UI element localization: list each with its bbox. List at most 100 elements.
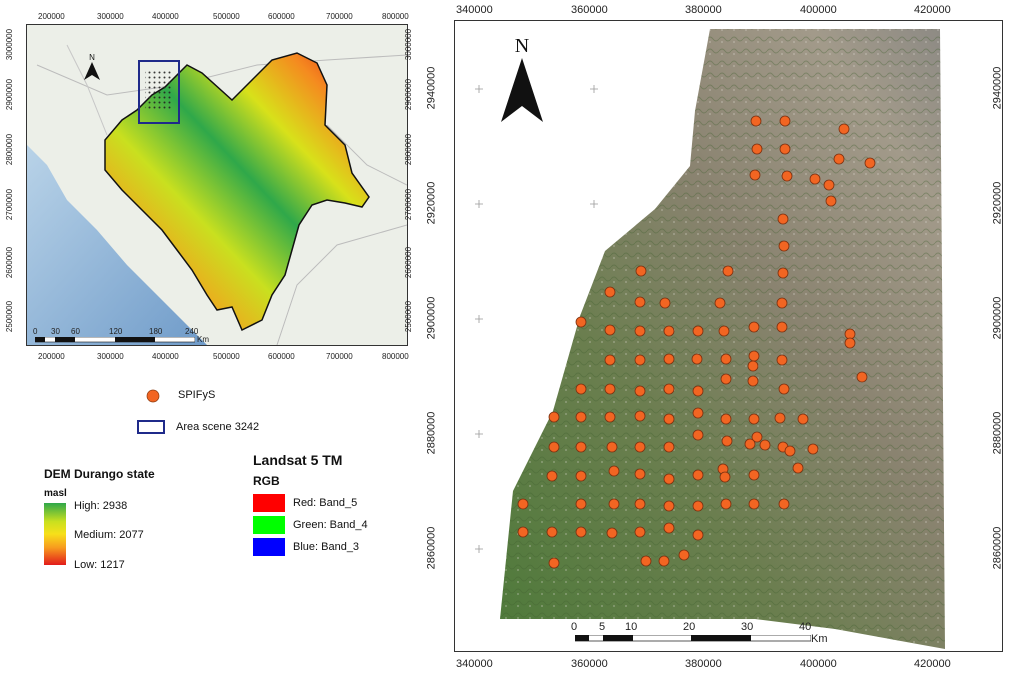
spifys-point [604,324,616,336]
spifys-point [864,157,876,169]
overview-scalebar: 0 30 60 120 180 240 Km [33,325,209,344]
spifys-point [718,325,730,337]
legend-point-label: SPIFyS [178,389,216,401]
spifys-point [750,115,762,127]
spifys-point [692,500,704,512]
dem-title: DEM Durango state [44,467,155,481]
spifys-point [604,383,616,395]
spifys-point [634,441,646,453]
spifys-point [575,411,587,423]
scene-north-arrow: N [497,35,547,135]
tick: 2600000 [5,246,15,279]
dem-unit: masl [44,488,67,499]
tick: 420000 [914,4,951,16]
tick: 800000 [382,352,409,361]
spifys-point [844,328,856,340]
spifys-point [606,441,618,453]
spifys-point [749,169,761,181]
spifys-point [575,470,587,482]
spifys-point [634,385,646,397]
spifys-point [748,350,760,362]
spifys-point [575,383,587,395]
scalebar-label-4: 180 [149,327,163,336]
north-arrow-icon [501,58,543,122]
spifys-point [784,445,796,457]
spifys-point [748,321,760,333]
overview-map: N 0 30 60 120 180 240 Km [26,24,408,346]
spifys-point [692,325,704,337]
tick: 3000000 [404,28,414,61]
legend-point [146,389,160,408]
scalebar-label-1: 5 [599,621,606,633]
tick: 2500000 [404,300,414,333]
spifys-point [634,498,646,510]
spifys-point [778,383,790,395]
spifys-point [663,413,675,425]
tick: 400000 [800,658,837,670]
spifys-point [663,522,675,534]
area-scene-rect [138,60,180,124]
tick: 2880000 [991,411,1004,455]
spifys-point [856,371,868,383]
spifys-point [634,410,646,422]
tick: 2700000 [404,188,414,221]
band-blue-label: Blue: Band_3 [293,541,360,553]
tick: 3000000 [5,28,15,61]
scalebar-label-0: 0 [571,621,578,633]
scalebar-label-2: 60 [71,327,80,336]
landsat-title: Landsat 5 TM [253,452,343,468]
scalebar-label-0: 0 [33,327,38,336]
tick: 2860000 [425,526,438,570]
tick: 2600000 [404,246,414,279]
dem-medium: Medium: 2077 [74,529,144,541]
spifys-point [548,557,560,569]
tick: 2900000 [425,296,438,340]
tick: 2500000 [5,300,15,333]
spifys-point [548,441,560,453]
spifys-point [747,360,759,372]
scalebar-label-2: 10 [625,621,638,633]
band-green-label: Green: Band_4 [293,519,368,531]
spifys-point [604,354,616,366]
spifys-point [825,195,837,207]
tick: 2920000 [991,181,1004,225]
tick: 340000 [456,658,493,670]
tick: 2880000 [425,411,438,455]
tick: 2920000 [425,181,438,225]
tick: 2800000 [5,133,15,166]
tick: 360000 [571,4,608,16]
tick: 400000 [800,4,837,16]
spifys-point [720,373,732,385]
spifys-symbol [146,389,160,403]
scalebar-label-3: 120 [109,327,123,336]
north-arrow-icon [84,62,100,80]
spifys-point [659,297,671,309]
scalebar-label-3: 20 [683,621,696,633]
spifys-point [517,498,529,510]
spifys-point [548,411,560,423]
spifys-point [744,438,756,450]
spifys-point [777,213,789,225]
spifys-point [692,529,704,541]
tick: 300000 [97,352,124,361]
scalebar-label-4: 30 [741,621,754,633]
grid-crosses [475,85,598,553]
tick: 2900000 [5,78,15,111]
spifys-point [634,354,646,366]
spifys-point [776,321,788,333]
tick: 800000 [382,12,409,21]
spifys-point [809,173,821,185]
dem-colorbar [44,503,66,565]
spifys-point [634,468,646,480]
spifys-point [606,527,618,539]
spifys-point [692,469,704,481]
band-red-label: Red: Band_5 [293,497,358,509]
spifys-point [720,353,732,365]
spifys-point [777,267,789,279]
tick: 500000 [213,12,240,21]
spifys-point [663,441,675,453]
tick: 380000 [685,4,722,16]
spifys-point [692,407,704,419]
spifys-point [838,123,850,135]
spifys-point [663,383,675,395]
